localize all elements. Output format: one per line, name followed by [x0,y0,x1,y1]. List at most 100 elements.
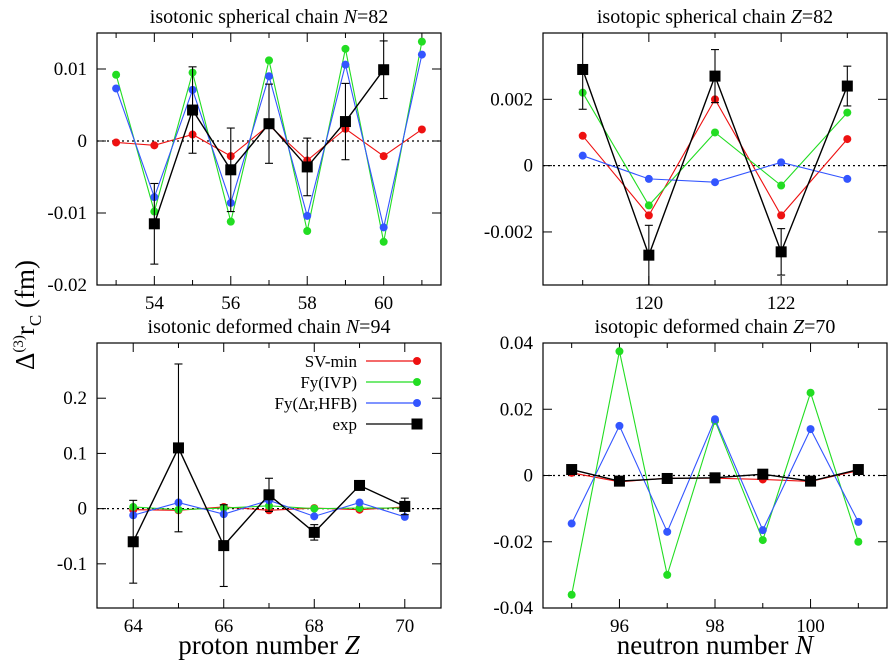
x-axis-label-text: neutron number N [617,630,815,660]
y-axis-label-delta: Δ [10,353,40,370]
data-point [854,517,863,526]
title-variable: N [345,316,361,338]
y-tick-label: 0.2 [63,388,87,409]
legend-item: SV-min [305,352,421,371]
data-point-exp [263,489,275,501]
data-point [843,108,852,117]
legend-label: exp [332,415,357,434]
data-point-exp [775,246,787,258]
title-value: =70 [804,316,835,338]
plot-area [577,33,853,285]
chart-panel-2: isotopic spherical chain Z=82 120 122 -0.00… [484,6,888,314]
series-exp [127,363,411,588]
y-tick-label: 0.04 [500,333,534,354]
data-point [310,512,319,521]
data-point [112,84,121,93]
data-point [355,498,364,507]
data-point [806,425,815,434]
legend: SV-min Fy(IVP) Fy(Δr,HFB) exp [274,352,423,434]
panel-title: isotopic deformed chain Z=70 [595,316,836,338]
series-exp [566,464,864,487]
series-fy-ivp- [578,88,852,210]
legend-marker [411,418,423,430]
data-point [615,421,624,430]
y-tick-label: 0 [524,466,534,487]
data-point [578,131,587,140]
x-axis-label-neutron: neutron number N [617,630,815,660]
data-point-exp [148,218,160,230]
data-point [806,388,815,397]
data-point-exp [852,464,864,476]
plot-area [127,363,411,588]
series-fy-r-hfb- [112,50,426,232]
x-tick-label: 56 [221,293,240,314]
legend-item: exp [332,415,423,434]
series-exp [577,33,853,285]
x-axis-label-words: proton number [178,630,344,660]
data-point-exp [841,80,853,92]
series-sv-min [578,95,852,220]
data-point [417,125,426,134]
data-point [843,135,852,144]
legend-label: Fy(IVP) [300,373,357,392]
data-point [379,223,388,232]
data-point [417,37,426,46]
data-point [379,152,388,161]
data-point [303,227,312,235]
data-point [854,537,863,546]
data-point-exp [263,118,275,130]
data-point [112,138,121,147]
data-point [758,536,767,545]
x-axis-label-variable: N [794,630,815,660]
x-tick-label: 98 [706,616,725,637]
series-fy-r-hfb- [567,415,863,536]
y-tick-label: 0.01 [54,59,87,80]
legend-marker [413,399,421,407]
data-point-exp [354,479,366,491]
data-point [644,211,653,220]
data-point [355,504,364,513]
y-tick-label: -0.04 [493,598,533,619]
title-value: =82 [802,6,833,28]
y-axis-label-superscript: (3) [11,335,27,353]
x-tick-label: 70 [395,616,414,637]
data-point [663,527,672,536]
y-tick-label: 0.02 [500,399,533,420]
data-point-exp [308,526,320,538]
data-point-exp [805,475,817,487]
x-axis-label-variable: Z [345,630,361,660]
data-point-exp [661,472,673,484]
data-point [711,178,719,187]
x-tick-label: 120 [635,293,664,314]
plot-frame [96,342,442,609]
x-tick-label: 122 [767,293,796,314]
title-variable: N [343,6,359,28]
data-point [226,217,235,226]
data-point-exp [225,164,237,176]
title-prefix: isotonic spherical chain [150,6,344,28]
title-prefix: isotonic deformed chain [148,316,346,338]
panel-title: isotopic spherical chain Z=82 [597,6,833,28]
chart-panel-4: isotopic deformed chain Z=70 96 98 100 -0.04… [493,316,888,637]
data-point [112,70,121,79]
data-point-exp [187,104,199,116]
y-axis-label-subscript: C [26,315,45,326]
data-point-exp [399,500,411,512]
y-axis-label-r: r [10,326,40,335]
data-point-exp [172,442,184,454]
plot-area [112,37,426,265]
x-axis-label-text: proton number Z [178,630,360,660]
legend-item: Fy(Δr,HFB) [274,394,421,413]
data-point-exp [643,249,655,261]
data-point [777,158,786,167]
data-point [578,151,587,160]
series-line [582,98,848,217]
legend-marker [413,378,421,386]
y-tick-label: -0.002 [484,222,533,243]
data-point [341,60,350,69]
data-point-exp [613,475,625,487]
data-point-exp [577,63,589,75]
x-tick-label: 68 [305,616,324,637]
